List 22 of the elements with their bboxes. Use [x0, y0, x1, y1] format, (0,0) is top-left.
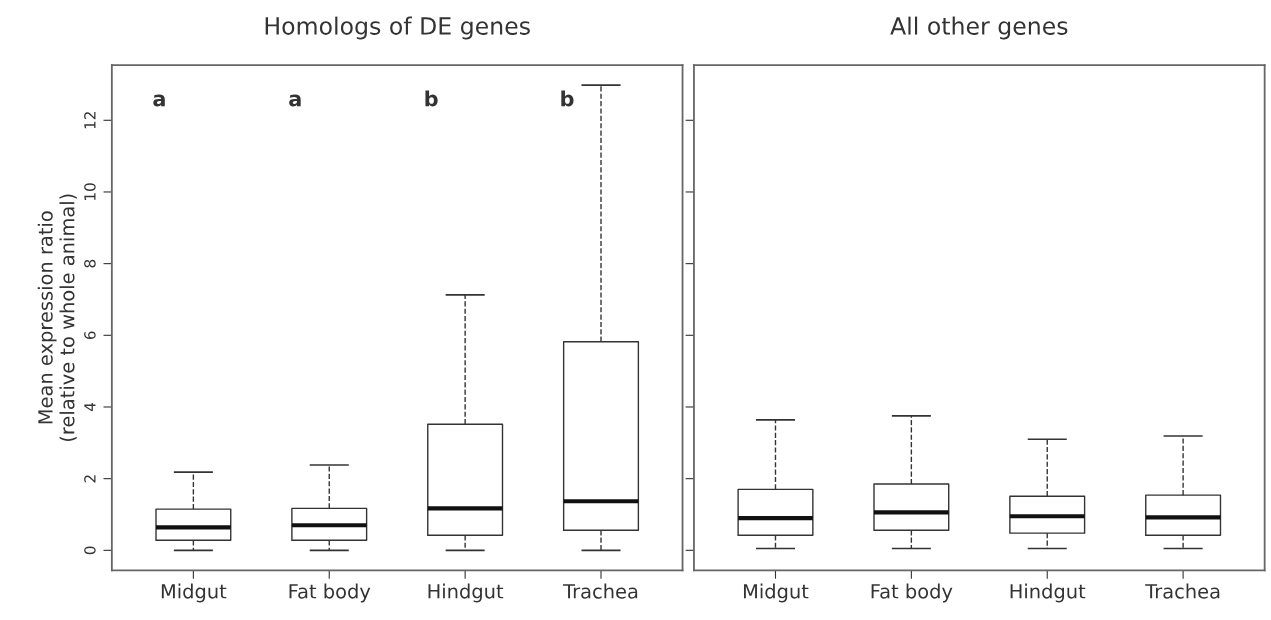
chart-title: Homologs of DE genes [265, 16, 530, 40]
x-tick-label: Hindgut [428, 583, 504, 603]
y-tick-label: 4 [84, 402, 96, 412]
y-tick-label: 6 [84, 331, 96, 340]
y-tick-label: 8 [84, 259, 96, 268]
x-tick-label: Midgut [743, 583, 809, 603]
annotation: b [561, 90, 574, 107]
x-tick-label: Fat body [289, 583, 371, 603]
y-tick-label: 10 [84, 183, 96, 200]
y-tick-label: 2 [84, 475, 96, 483]
x-tick-label: Hindgut [1010, 583, 1086, 603]
chart-title: All other genes [890, 16, 1068, 40]
annotation: b [425, 90, 438, 107]
x-tick-label: Midgut [161, 583, 227, 603]
annotation: a [289, 94, 301, 107]
x-tick-label: Trachea [1145, 583, 1220, 599]
y-tick-label: 0 [84, 546, 96, 555]
y-tick-label: 12 [84, 112, 96, 129]
x-tick-label: Trachea [563, 583, 638, 599]
annotation: a [153, 94, 165, 107]
y-axis-title: Mean expression ratio (relative to whole animal) [37, 194, 77, 442]
x-tick-label: Fat body [871, 583, 953, 603]
